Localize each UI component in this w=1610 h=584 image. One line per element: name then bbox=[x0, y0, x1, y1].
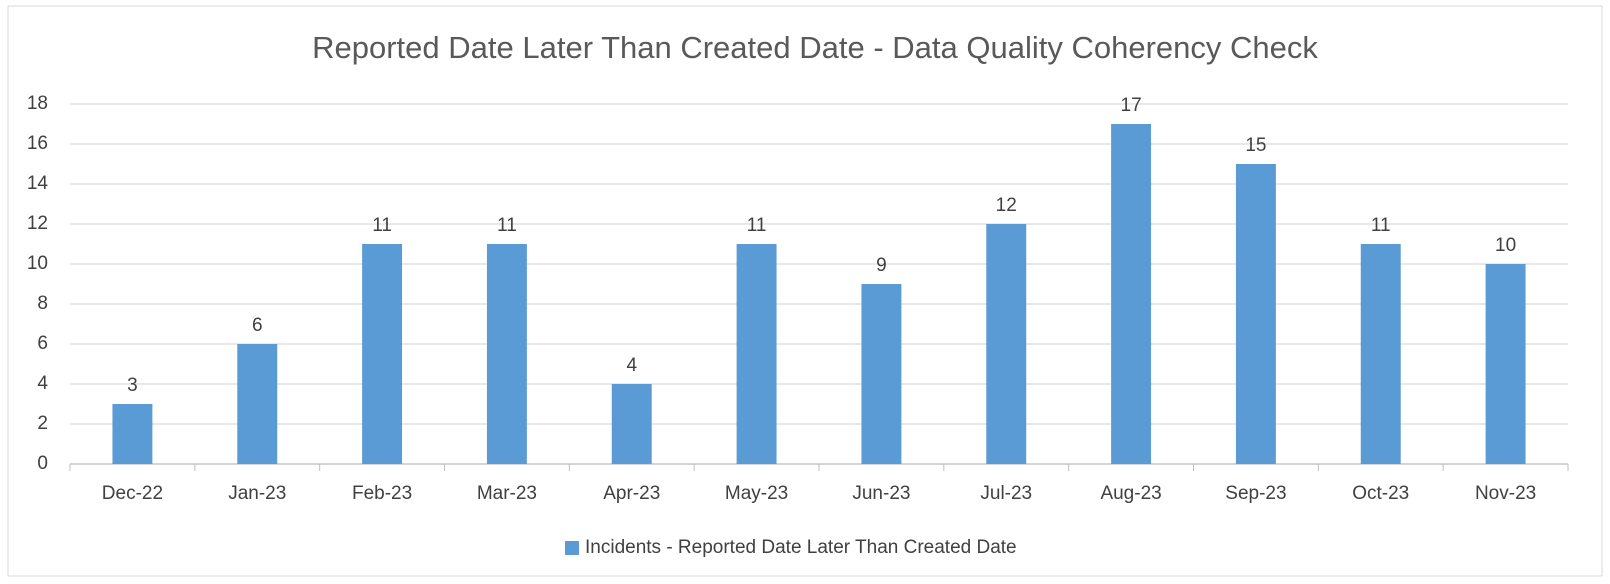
bar bbox=[486, 244, 527, 464]
y-tick-label: 8 bbox=[37, 293, 48, 314]
y-tick-label: 4 bbox=[37, 373, 48, 394]
x-tick-label: Jun-23 bbox=[852, 483, 910, 504]
x-tick-label: Apr-23 bbox=[603, 483, 660, 504]
data-label: 10 bbox=[1495, 235, 1516, 256]
bar bbox=[1485, 264, 1526, 464]
y-tick-label: 2 bbox=[37, 413, 48, 434]
x-tick-label: Aug-23 bbox=[1100, 483, 1161, 504]
legend-swatch bbox=[565, 541, 579, 555]
data-label: 17 bbox=[1121, 95, 1142, 116]
data-label: 11 bbox=[1371, 215, 1391, 236]
chart-title: Reported Date Later Than Created Date - … bbox=[312, 30, 1318, 65]
x-tick-label: Mar-23 bbox=[477, 483, 537, 504]
bar bbox=[112, 404, 153, 464]
y-tick-label: 6 bbox=[37, 333, 48, 354]
x-tick-label: May-23 bbox=[725, 483, 788, 504]
bar bbox=[1111, 124, 1152, 464]
y-tick-label: 0 bbox=[37, 453, 48, 474]
bar bbox=[362, 244, 403, 464]
x-tick-label: Feb-23 bbox=[352, 483, 412, 504]
bar bbox=[1235, 164, 1276, 464]
bar bbox=[736, 244, 777, 464]
data-label: 11 bbox=[372, 215, 392, 236]
bar bbox=[1360, 244, 1401, 464]
x-tick-label: Dec-22 bbox=[102, 483, 163, 504]
y-tick-label: 10 bbox=[27, 253, 48, 274]
bar bbox=[237, 344, 278, 464]
x-tick-label: Oct-23 bbox=[1352, 483, 1409, 504]
y-tick-label: 16 bbox=[27, 133, 48, 154]
legend-label: Incidents - Reported Date Later Than Cre… bbox=[585, 537, 1017, 558]
x-tick-label: Jan-23 bbox=[228, 483, 286, 504]
y-tick-label: 12 bbox=[27, 213, 48, 234]
y-tick-label: 14 bbox=[27, 173, 49, 194]
bar bbox=[986, 224, 1027, 464]
chart-border bbox=[7, 5, 1603, 577]
x-tick-label: Nov-23 bbox=[1475, 483, 1536, 504]
data-label: 12 bbox=[996, 195, 1017, 216]
data-label: 15 bbox=[1245, 135, 1266, 156]
data-label: 11 bbox=[747, 215, 767, 236]
data-label: 3 bbox=[127, 375, 138, 396]
data-label: 4 bbox=[626, 355, 637, 376]
x-tick-label: Jul-23 bbox=[980, 483, 1032, 504]
bar bbox=[611, 384, 652, 464]
x-tick-label: Sep-23 bbox=[1225, 483, 1286, 504]
y-tick-label: 18 bbox=[27, 93, 48, 114]
data-label: 9 bbox=[876, 255, 887, 276]
data-label: 11 bbox=[497, 215, 517, 236]
data-label: 6 bbox=[252, 315, 263, 336]
bar bbox=[861, 284, 902, 464]
